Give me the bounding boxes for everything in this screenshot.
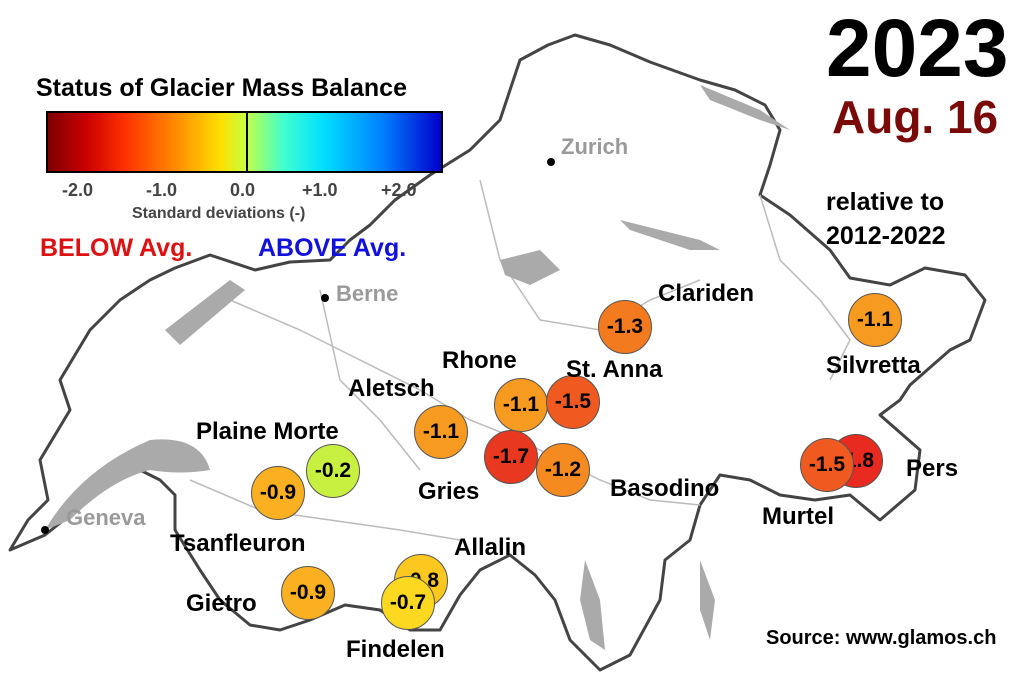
glacier-marker-murtel: -1.5: [800, 438, 854, 492]
glacier-label-silvretta: Silvretta: [826, 352, 921, 379]
reference-line-2: 2012-2022: [826, 221, 946, 250]
glacier-marker-tsanfleuron: -0.9: [251, 466, 305, 520]
glacier-label-gietro: Gietro: [186, 590, 257, 617]
glacier-marker-basodino: -1.2: [536, 443, 590, 497]
legend-tick: +2.0: [381, 180, 417, 200]
glacier-marker-st-anna: -1.5: [546, 375, 600, 429]
lake-constance: [700, 85, 790, 130]
glacier-marker-gries: -1.7: [484, 430, 538, 484]
reference-line-1: relative to: [826, 188, 945, 216]
glacier-label-pers: Pers: [906, 455, 959, 482]
glacier-label-st-anna: St. Anna: [566, 356, 663, 383]
glacier-marker-clariden: -1.3: [598, 300, 652, 354]
glacier-marker-aletsch: -1.1: [414, 405, 468, 459]
legend-tick: +1.0: [302, 180, 338, 200]
glacier-label-clariden: Clariden: [658, 280, 755, 307]
glacier-marker-silvretta: -1.1: [848, 293, 902, 347]
legend-title: Status of Glacier Mass Balance: [36, 74, 407, 102]
glacier-label-murtel: Murtel: [762, 503, 834, 530]
country-border: [8, 33, 987, 672]
lake-geneva: [45, 439, 210, 530]
geneva-dot: [41, 526, 49, 534]
canton-border: [319, 289, 421, 471]
canton-border: [189, 479, 461, 541]
lake-lucerne: [500, 250, 560, 285]
lake-como: [700, 560, 715, 640]
glacier-label-tsanfleuron: Tsanfleuron: [170, 530, 306, 557]
glacier-label-aletsch: Aletsch: [348, 375, 435, 402]
glacier-label-plaine-morte: Plaine Morte: [196, 418, 339, 445]
zurich-dot: [547, 158, 555, 166]
glacier-marker-gietro: -0.9: [281, 566, 335, 620]
year-title: 2023: [826, 3, 1009, 94]
below-average-label: BELOW Avg.: [40, 234, 193, 262]
city-label-zurich: Zurich: [561, 134, 629, 159]
above-average-label: ABOVE Avg.: [258, 234, 407, 262]
lake-maggiore: [580, 560, 605, 650]
lake-neuchatel: [165, 280, 245, 345]
legend-axis-label: Standard deviations (-): [132, 205, 306, 222]
date-subtitle: Aug. 16: [832, 91, 999, 143]
glacier-label-allalin: Allalin: [454, 534, 527, 561]
city-label-berne: Berne: [336, 281, 399, 306]
glacier-label-basodino: Basodino: [610, 475, 720, 502]
glacier-marker-findelen: -0.7: [381, 576, 435, 630]
glacier-label-rhone: Rhone: [442, 347, 517, 374]
canton-border: [479, 179, 701, 331]
glacier-marker-rhone: -1.1: [494, 378, 548, 432]
reference-period: relative to 2012-2022: [826, 186, 946, 254]
colorbar-zero-line: [246, 113, 248, 171]
legend-colorbar: [46, 111, 443, 173]
source-credit: Source: www.glamos.ch: [766, 627, 997, 649]
berne-dot: [321, 294, 329, 302]
lake-zurich: [620, 220, 720, 250]
legend-tick: -2.0: [62, 180, 94, 200]
glacier-label-gries: Gries: [418, 478, 480, 505]
glacier-marker-plaine-morte: -0.2: [306, 444, 360, 498]
legend-tick: 0.0: [230, 180, 256, 200]
legend-tick: -1.0: [146, 180, 178, 200]
canton-border: [759, 194, 851, 381]
city-label-geneva: Geneva: [66, 505, 146, 530]
glacier-label-findelen: Findelen: [346, 636, 445, 663]
